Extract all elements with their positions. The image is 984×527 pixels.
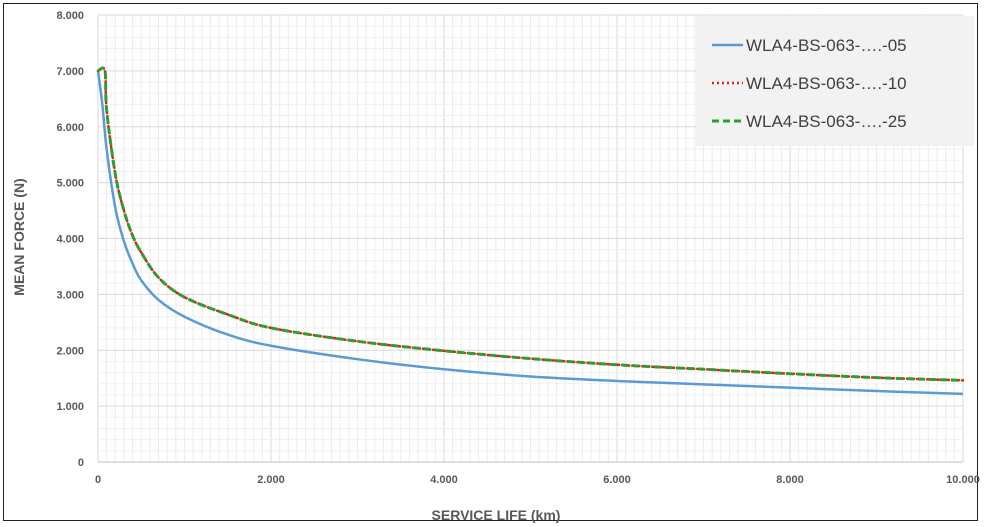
legend-label: WLA4-BS-063-….-10 xyxy=(746,74,907,93)
x-tick-label: 2.000 xyxy=(257,474,285,486)
y-tick-label: 7.000 xyxy=(56,66,84,78)
x-tick-label: 6.000 xyxy=(603,474,631,486)
y-tick-label: 6.000 xyxy=(56,122,84,134)
legend-label: WLA4-BS-063-….-25 xyxy=(746,112,907,131)
x-tick-label: 8.000 xyxy=(776,474,804,486)
y-tick-label: 1.000 xyxy=(56,401,84,413)
y-tick-label: 2.000 xyxy=(56,345,84,357)
series-line-3 xyxy=(97,66,964,382)
y-tick-label: 8.000 xyxy=(56,10,84,22)
axis-layer: 0 1.000 2.000 3.000 4.000 5.000 6.000 7.000 8.00… xyxy=(56,10,979,486)
y-axis-title: MEAN FORCE (N) xyxy=(11,178,27,295)
series-line-1 xyxy=(96,70,964,396)
legend-label: WLA4-BS-063-….-05 xyxy=(746,36,907,55)
y-tick-label: 0 xyxy=(78,457,84,469)
legend-background xyxy=(696,16,974,146)
legend: WLA4-BS-063-….-05 WLA4-BS-063-….-10 WLA4-B… xyxy=(696,16,974,146)
x-tick-label: 4.000 xyxy=(430,474,458,486)
y-tick-label: 3.000 xyxy=(56,289,84,301)
series-layer xyxy=(96,66,965,396)
x-tick-label: 0 xyxy=(95,474,101,486)
x-tick-label: 10.000 xyxy=(946,474,980,486)
y-tick-label: 4.000 xyxy=(56,234,84,246)
x-axis-title: SERVICE LIFE (km) xyxy=(432,507,561,523)
y-tick-label: 5.000 xyxy=(56,178,84,190)
